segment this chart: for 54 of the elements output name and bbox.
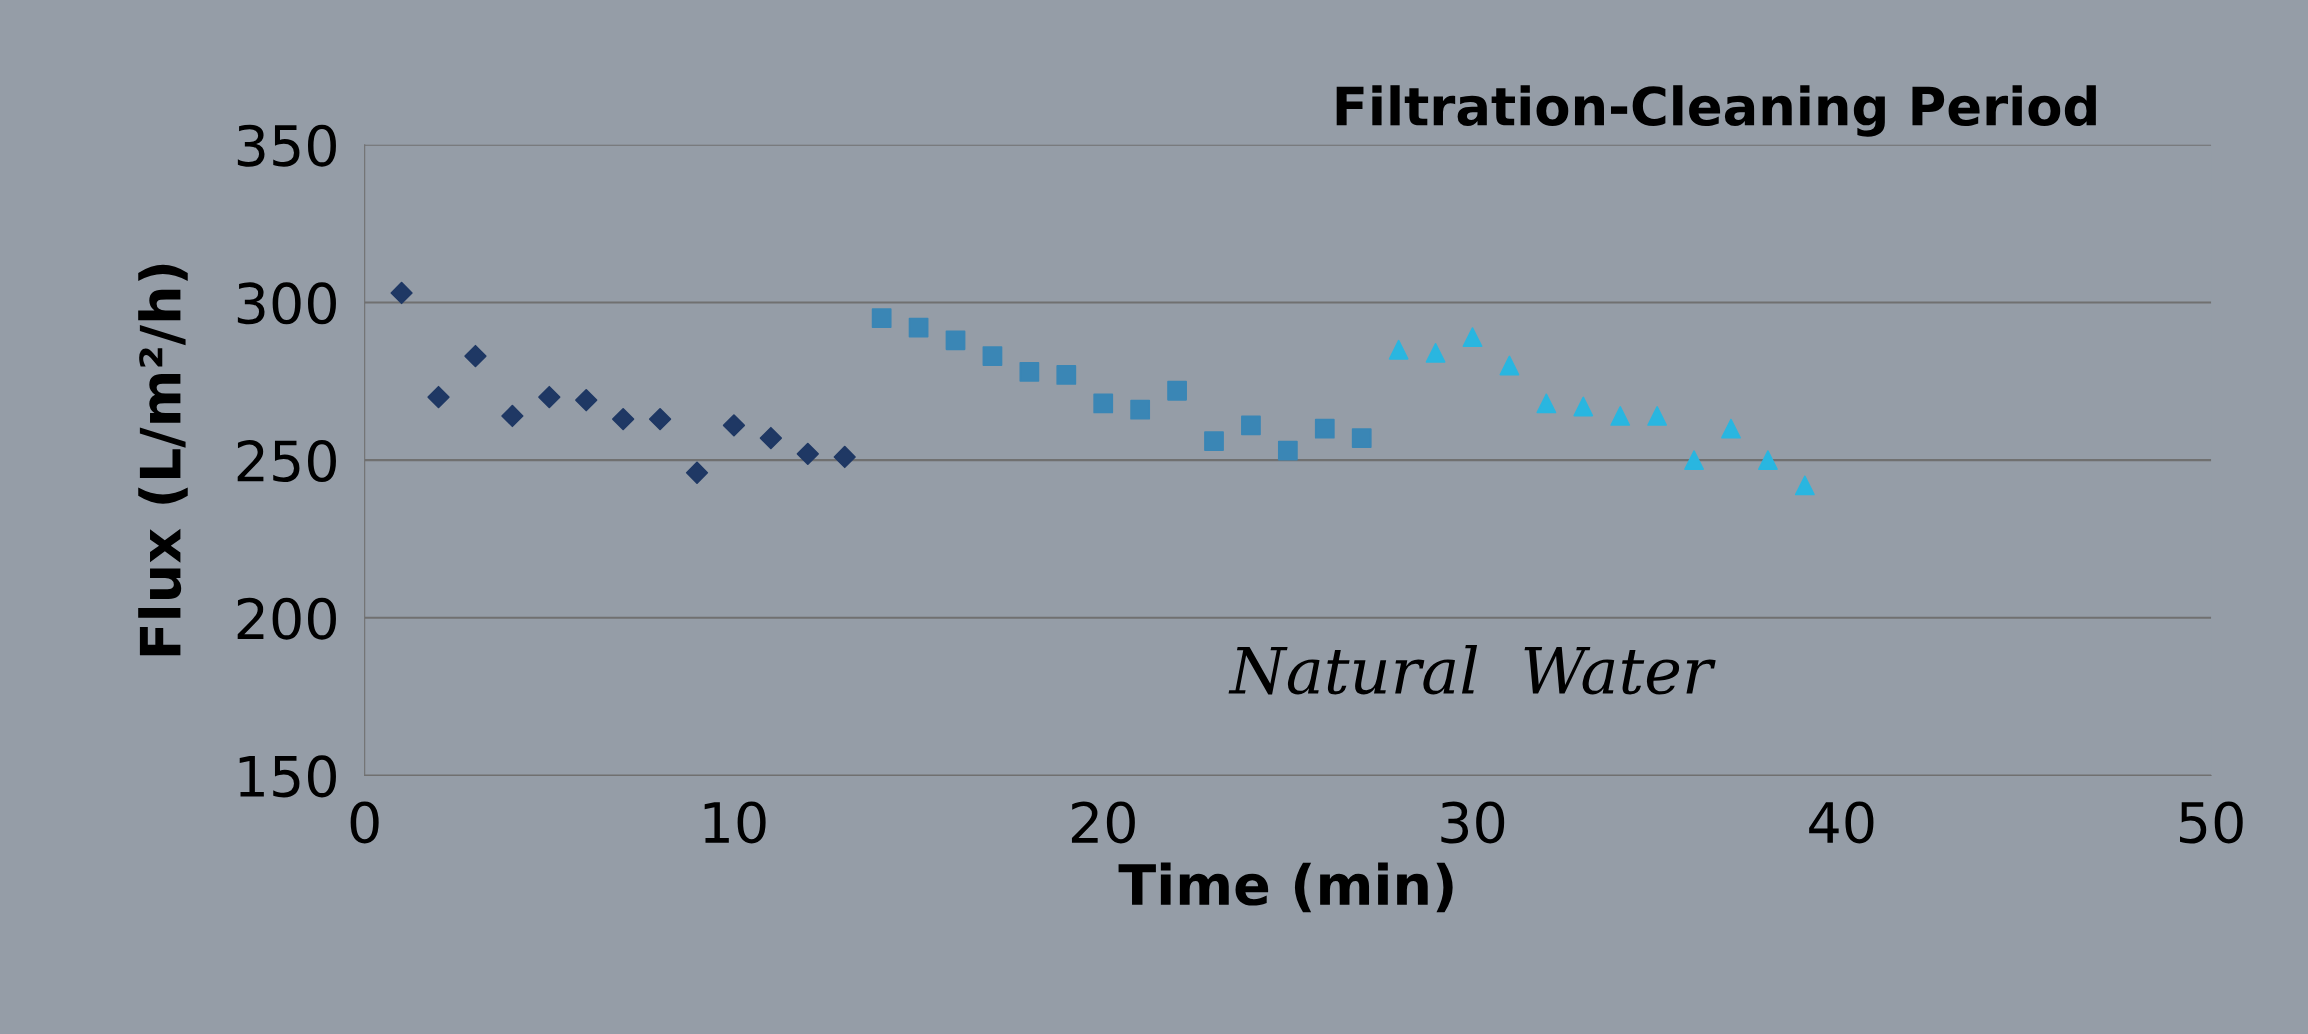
point: [1056, 365, 1077, 385]
point: [612, 407, 635, 431]
point: [1351, 428, 1372, 448]
point: [1721, 418, 1741, 439]
x-tick-label: 40: [1809, 801, 1874, 844]
point: [1573, 396, 1594, 417]
point: [685, 461, 709, 484]
point: [538, 385, 561, 409]
x-tick-label: 0: [350, 801, 379, 844]
point: [575, 389, 598, 412]
point: [945, 330, 966, 351]
point: [1425, 343, 1446, 363]
point: [1499, 355, 1520, 376]
point: [1647, 406, 1668, 426]
point: [1167, 380, 1187, 401]
y-tick-label: 150: [239, 755, 336, 798]
y-tick-label: 250: [237, 440, 336, 483]
point: [1462, 327, 1483, 348]
point: [1684, 450, 1704, 471]
point: [1610, 406, 1631, 426]
point: [390, 281, 413, 305]
point: [464, 344, 487, 368]
chart-title: Filtration-Cleaning Period: [1336, 85, 2096, 137]
point: [982, 346, 1003, 366]
annotation: Natural Water: [1228, 644, 1716, 695]
point: [1794, 475, 1815, 496]
point: [501, 404, 524, 428]
point: [1019, 361, 1040, 382]
x-tick-label: 50: [2180, 801, 2243, 844]
point: [1093, 393, 1114, 414]
y-tick-label: 300: [237, 282, 336, 325]
point: [871, 308, 892, 329]
point: [1130, 399, 1151, 420]
point: [759, 426, 783, 450]
point: [1241, 415, 1261, 436]
point: [1388, 339, 1409, 360]
point: [722, 414, 746, 437]
point: [427, 385, 450, 409]
point: [833, 445, 856, 469]
x-tick-label: 10: [704, 801, 766, 844]
y-tick-label: 200: [237, 597, 336, 640]
point: [796, 442, 819, 465]
point: [908, 317, 929, 338]
point: [1314, 418, 1335, 439]
point: [648, 407, 672, 431]
x-axis-title: Time (min): [1118, 862, 1453, 913]
point: [1758, 450, 1778, 471]
x-tick-label: 30: [1441, 801, 1505, 844]
x-tick-label: 20: [1071, 801, 1135, 844]
point: [1536, 393, 1557, 414]
y-axis-title: Flux (L/m²/h): [138, 264, 188, 656]
y-tick-label: 350: [237, 124, 336, 167]
point: [1277, 440, 1298, 461]
point: [1204, 431, 1224, 452]
